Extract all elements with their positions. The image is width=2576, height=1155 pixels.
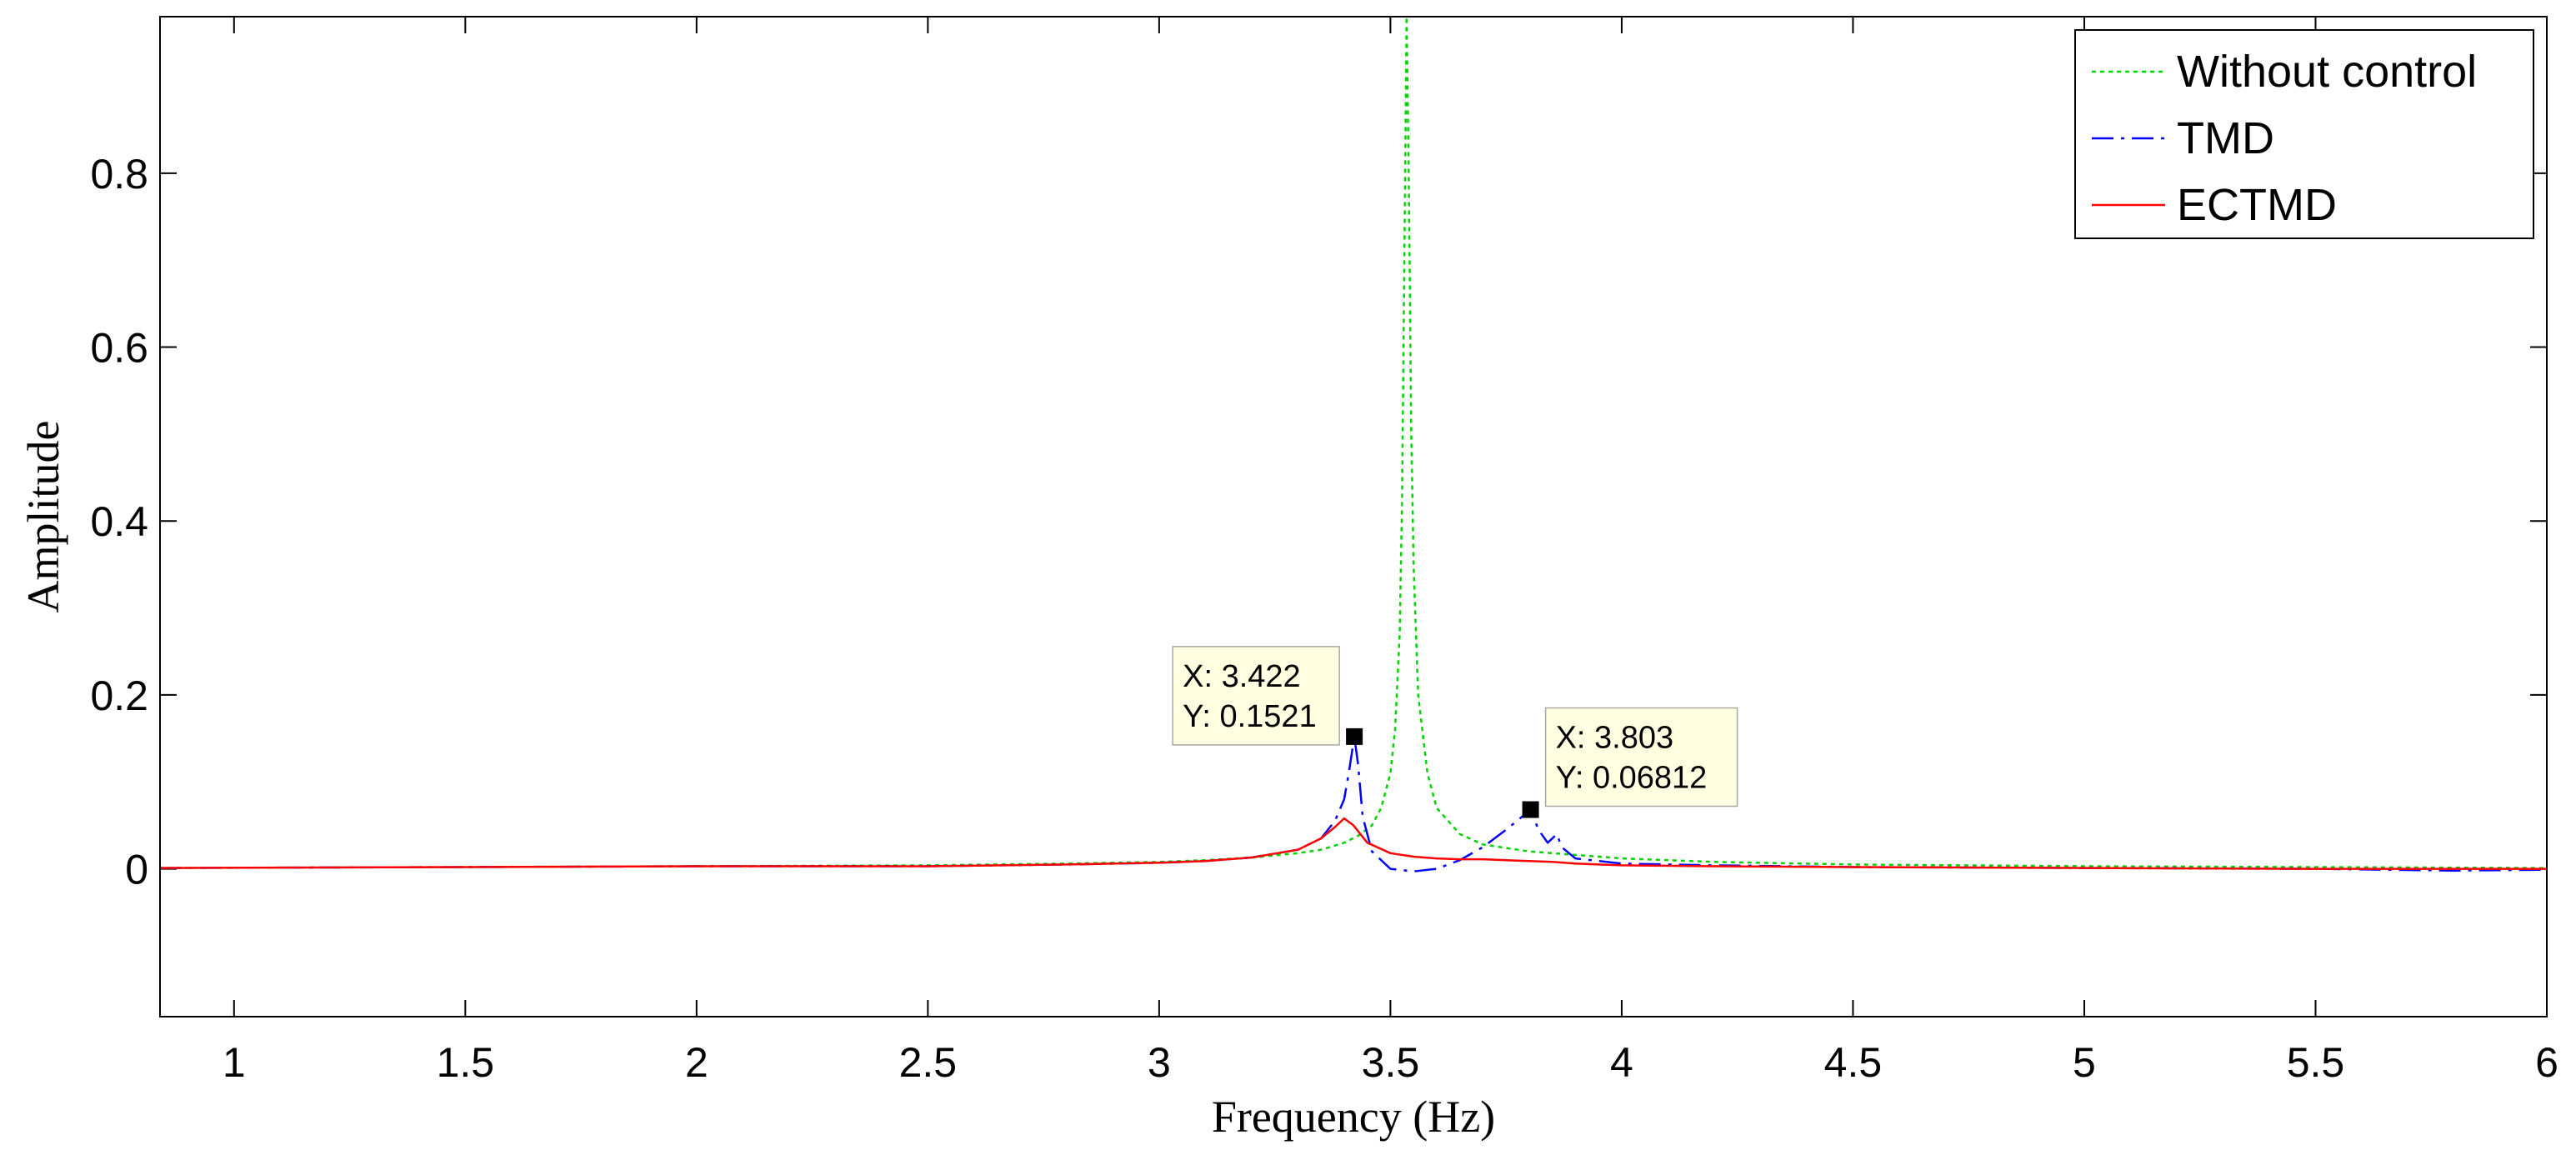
x-tick-label: 3.5: [1362, 1039, 1420, 1086]
data-tip-box: [1172, 646, 1340, 746]
data-tip-y: Y: 0.06812: [1556, 761, 1708, 796]
y-tick-label: 0.4: [90, 498, 148, 545]
x-tick-label: 4: [1610, 1039, 1633, 1086]
data-tip-x: X: 3.803: [1556, 721, 1674, 756]
data-tip-y: Y: 0.1521: [1183, 699, 1317, 734]
tick-labels: 1 1.5 2 2.5 3 3.5 4 4.5 5 5.5 6 0 0.2 0.4 0.6 0.8: [90, 151, 2558, 1086]
legend-label: ECTMD: [2177, 180, 2337, 230]
y-tick-label: 0.8: [90, 151, 148, 198]
y-tick-label: 0.6: [90, 325, 148, 372]
x-tick-label: 2.5: [899, 1039, 958, 1086]
series-line-ectmd: [160, 817, 2547, 870]
series-layer: [160, 17, 2547, 872]
series-line-without-control: [160, 17, 2547, 869]
data-tip: X: 3.422 Y: 0.1521: [1172, 646, 1363, 746]
x-tick-label: 5: [2073, 1039, 2096, 1086]
plot-frame: [159, 16, 2548, 1018]
x-tick-label: 1.5: [437, 1039, 495, 1086]
data-tip: X: 3.803 Y: 0.06812: [1522, 707, 1738, 818]
data-tip-marker: [1346, 728, 1363, 745]
y-axis-label: Amplitude: [18, 421, 68, 613]
x-tick-label: 3: [1148, 1039, 1171, 1086]
x-tick-label: 6: [2535, 1039, 2558, 1086]
y-tick-label: 0.2: [90, 672, 148, 719]
legend: Without control TMD ECTMD: [2074, 29, 2534, 239]
x-tick-label: 1: [223, 1039, 246, 1086]
x-tick-label: 5.5: [2287, 1039, 2345, 1086]
legend-label: TMD: [2177, 113, 2274, 163]
x-tick-label: 2: [685, 1039, 708, 1086]
legend-label: Without control: [2177, 47, 2477, 97]
x-axis-label: Frequency (Hz): [1212, 1092, 1495, 1142]
data-tip-marker: [1522, 801, 1539, 818]
y-tick-label: 0: [125, 847, 148, 893]
legend-box: [2074, 29, 2534, 239]
data-tip-x: X: 3.422: [1183, 659, 1301, 694]
annotation-layer: X: 3.422 Y: 0.1521 X: 3.803 Y: 0.06812: [1172, 646, 1738, 818]
x-tick-label: 4.5: [1824, 1039, 1883, 1086]
data-tip-box: [1544, 707, 1738, 808]
